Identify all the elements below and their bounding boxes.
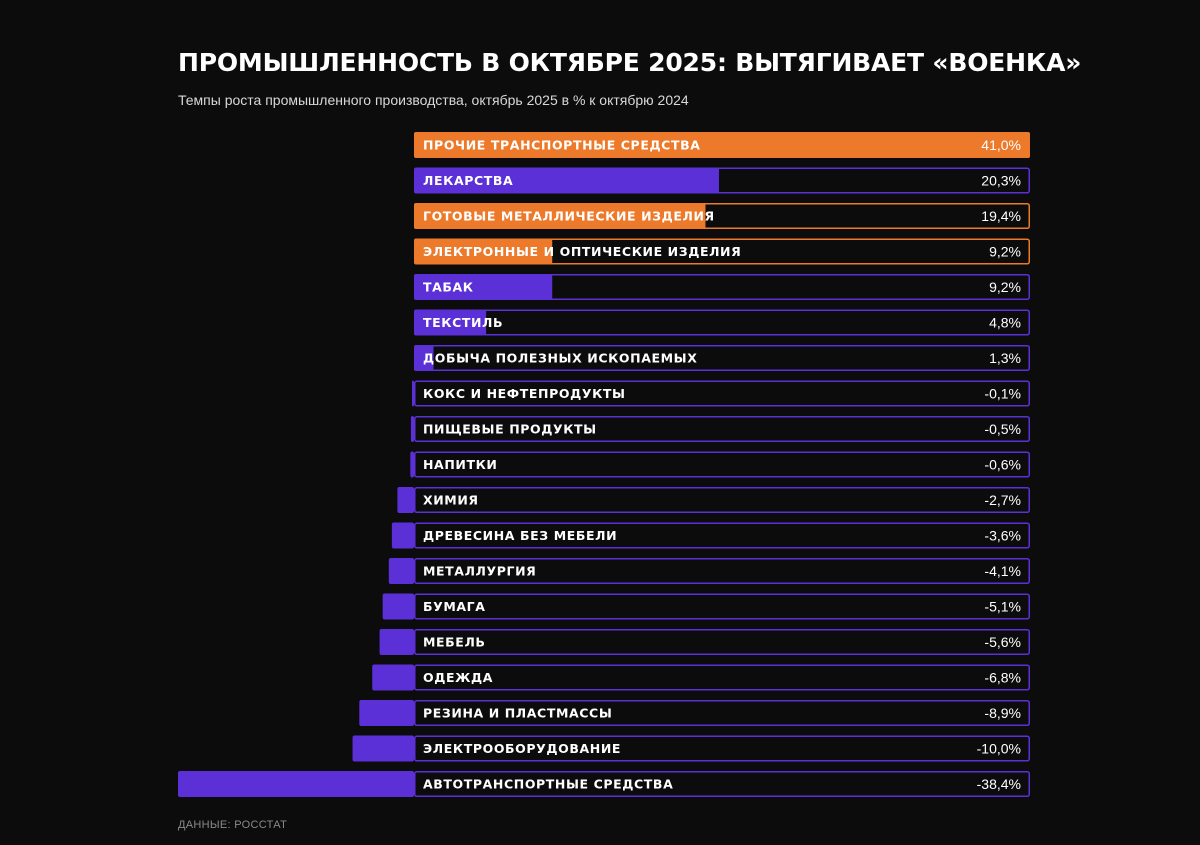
category-label: ЭЛЕКТРОННЫЕ И ОПТИЧЕСКИЕ ИЗДЕЛИЯ — [423, 244, 741, 259]
bar-row: ПИЩЕВЫЕ ПРОДУКТЫ -0,5% — [410, 416, 1030, 442]
bar — [414, 309, 487, 336]
bar-track — [414, 629, 1030, 655]
category-label: ПРОЧИЕ ТРАНСПОРТНЫЕ СРЕДСТВА — [423, 138, 701, 153]
bar-row: ТЕКСТИЛЬ 4,8% — [414, 309, 1030, 336]
bar-track — [414, 771, 1030, 797]
category-label: ЭЛЕКТРООБОРУДОВАНИЕ — [423, 741, 621, 756]
bar — [352, 735, 414, 762]
bar-track — [414, 558, 1030, 584]
bar — [414, 345, 434, 371]
value-label: 20,3% — [981, 173, 1021, 189]
bar-track — [414, 700, 1030, 726]
value-label: -0,6% — [984, 457, 1021, 473]
value-label: 1,3% — [989, 350, 1021, 366]
chart-title: ПРОМЫШЛЕННОСТЬ В ОКТЯБРЕ 2025: ВЫТЯГИВАЕ… — [178, 48, 1082, 77]
bar-row: НАПИТКИ -0,6% — [410, 451, 1030, 478]
value-label: 4,8% — [989, 315, 1021, 331]
bar — [414, 132, 1030, 158]
chart-subtitle: Темпы роста промышленного производства, … — [178, 92, 689, 108]
value-label: -5,6% — [984, 634, 1021, 650]
bar-row: ХИМИЯ -2,7% — [397, 487, 1030, 513]
bar-row: БУМАГА -5,1% — [382, 593, 1030, 620]
bar — [414, 203, 706, 229]
bar — [410, 451, 414, 478]
value-label: -38,4% — [977, 776, 1021, 792]
value-label: -0,5% — [984, 421, 1021, 437]
bar — [410, 416, 414, 442]
category-label: НАПИТКИ — [423, 457, 497, 472]
bar-row: ОДЕЖДА -6,8% — [372, 664, 1030, 691]
bar-track — [414, 522, 1030, 549]
bar — [388, 558, 414, 584]
bar-row: МЕБЕЛЬ -5,6% — [379, 629, 1030, 655]
bar-track — [414, 664, 1030, 691]
bar-track — [414, 380, 1030, 407]
value-label: -4,1% — [984, 563, 1021, 579]
bar-track — [414, 593, 1030, 620]
value-label: 9,2% — [989, 279, 1021, 295]
bar — [412, 380, 414, 407]
category-label: ЛЕКАРСТВА — [423, 173, 513, 188]
bar — [397, 487, 414, 513]
category-label: ГОТОВЫЕ МЕТАЛЛИЧЕСКИЕ ИЗДЕЛИЯ — [423, 209, 715, 224]
bar-row: ПРОЧИЕ ТРАНСПОРТНЫЕ СРЕДСТВА 41,0% — [414, 132, 1030, 158]
value-label: 41,0% — [981, 137, 1021, 153]
bar-track — [414, 309, 1030, 336]
bar-row: ДОБЫЧА ПОЛЕЗНЫХ ИСКОПАЕМЫХ 1,3% — [414, 345, 1030, 371]
category-label: АВТОТРАНСПОРТНЫЕ СРЕДСТВА — [423, 777, 673, 792]
category-label: КОКС И НЕФТЕПРОДУКТЫ — [423, 386, 626, 401]
bar-row: КОКС И НЕФТЕПРОДУКТЫ -0,1% — [412, 380, 1030, 407]
bar — [414, 238, 553, 265]
bar — [414, 167, 719, 194]
category-label: ТАБАК — [423, 280, 474, 295]
category-label: ДРЕВЕСИНА БЕЗ МЕБЕЛИ — [423, 528, 617, 543]
value-label: 19,4% — [981, 208, 1021, 224]
bar-row: ГОТОВЫЕ МЕТАЛЛИЧЕСКИЕ ИЗДЕЛИЯ 19,4% — [414, 203, 1030, 229]
bar-row: ЭЛЕКТРООБОРУДОВАНИЕ -10,0% — [352, 735, 1030, 762]
category-label: ПИЩЕВЫЕ ПРОДУКТЫ — [423, 422, 597, 437]
value-label: 9,2% — [989, 244, 1021, 260]
category-label: РЕЗИНА И ПЛАСТМАССЫ — [423, 706, 612, 721]
bar — [178, 771, 414, 797]
value-label: -6,8% — [984, 670, 1021, 686]
value-label: -5,1% — [984, 599, 1021, 615]
bar-track — [414, 451, 1030, 478]
bar-track — [414, 416, 1030, 442]
bar — [414, 274, 553, 300]
category-label: МЕТАЛЛУРГИЯ — [423, 564, 536, 579]
bar — [372, 664, 414, 691]
value-label: -3,6% — [984, 528, 1021, 544]
category-label: ОДЕЖДА — [423, 670, 493, 685]
value-label: -8,9% — [984, 705, 1021, 721]
bar-row: ДРЕВЕСИНА БЕЗ МЕБЕЛИ -3,6% — [391, 522, 1030, 549]
category-label: ХИМИЯ — [423, 493, 479, 508]
value-label: -10,0% — [977, 741, 1021, 757]
category-label: ТЕКСТИЛЬ — [423, 315, 503, 330]
category-label: БУМАГА — [423, 599, 486, 614]
category-label: ДОБЫЧА ПОЛЕЗНЫХ ИСКОПАЕМЫХ — [423, 351, 697, 366]
bar-track — [414, 487, 1030, 513]
bar — [379, 629, 414, 655]
bar — [391, 522, 414, 549]
value-label: -0,1% — [984, 386, 1021, 402]
bar-row: ЛЕКАРСТВА 20,3% — [414, 167, 1030, 194]
bar-row: РЕЗИНА И ПЛАСТМАССЫ -8,9% — [359, 700, 1030, 726]
category-label: МЕБЕЛЬ — [423, 635, 486, 650]
bar-row: МЕТАЛЛУРГИЯ -4,1% — [388, 558, 1030, 584]
bar-row: АВТОТРАНСПОРТНЫЕ СРЕДСТВА -38,4% — [178, 771, 1030, 797]
bar — [382, 593, 414, 620]
data-source: ДАННЫЕ: РОССТАТ — [178, 819, 288, 831]
bar — [359, 700, 414, 726]
bar-row: ЭЛЕКТРОННЫЕ И ОПТИЧЕСКИЕ ИЗДЕЛИЯ 9,2% — [414, 238, 1030, 265]
value-label: -2,7% — [984, 492, 1021, 508]
bar-row: ТАБАК 9,2% — [414, 274, 1030, 300]
bar-track — [414, 735, 1030, 762]
